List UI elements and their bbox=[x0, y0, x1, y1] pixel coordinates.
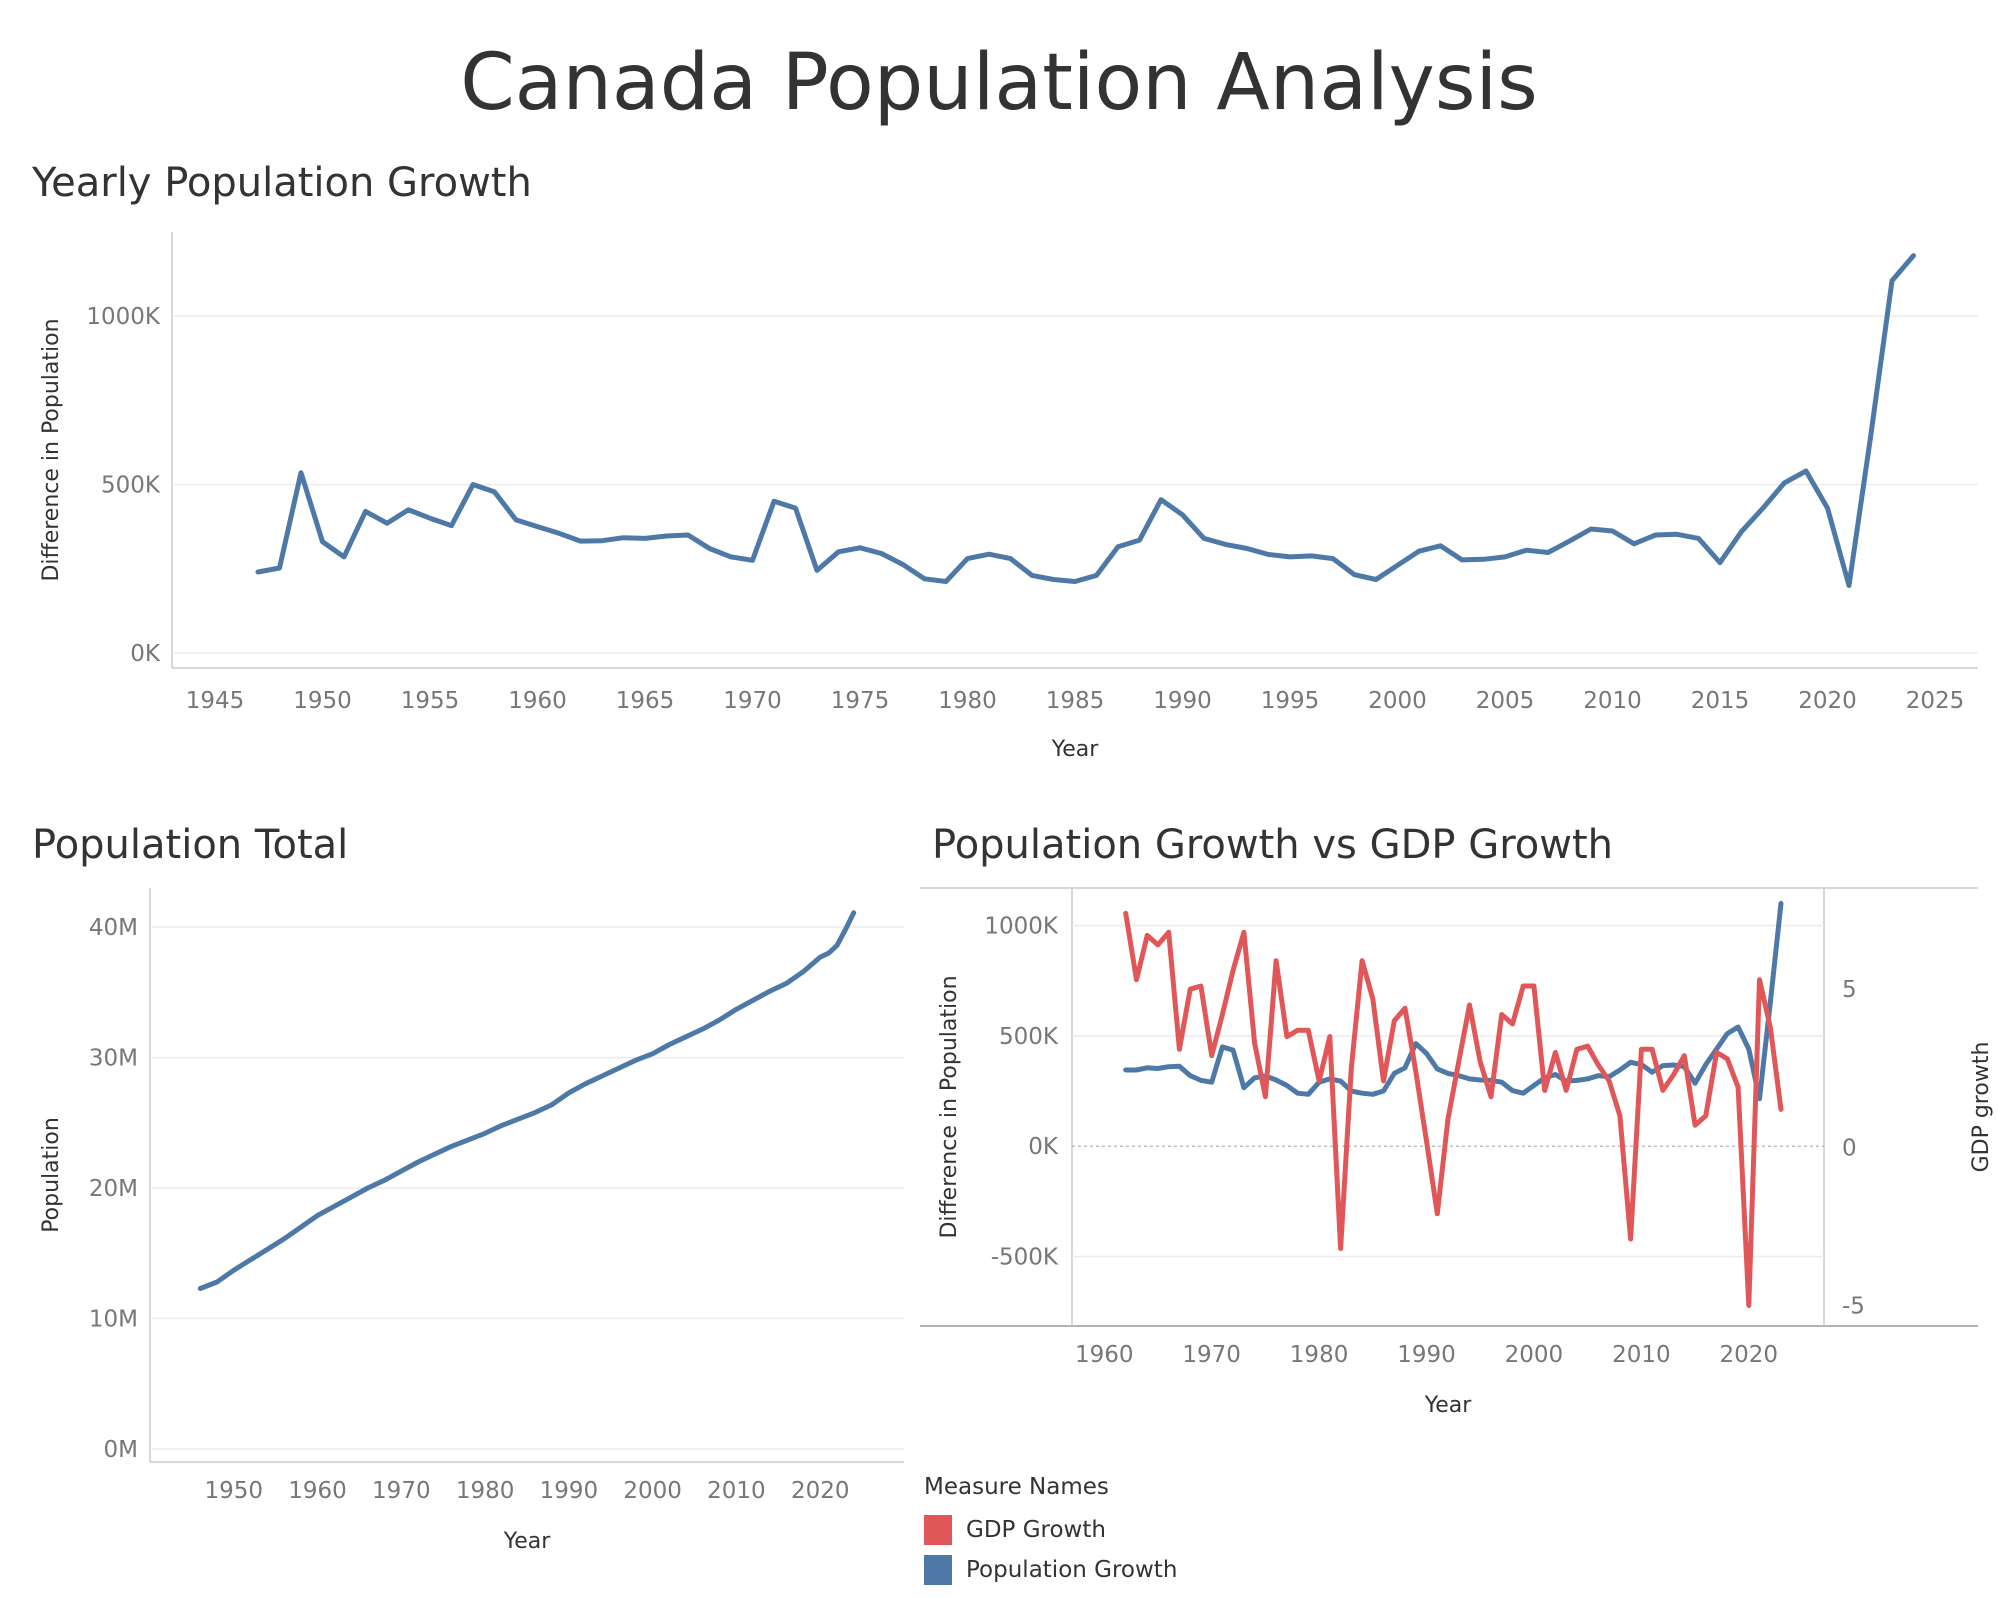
x-tick-label: 1960 bbox=[288, 1478, 347, 1504]
x-tick-label: 2025 bbox=[1906, 688, 1965, 714]
y-tick-label: 0K bbox=[1028, 1134, 1059, 1160]
x-tick-label: 2000 bbox=[623, 1478, 682, 1504]
x-tick-label: 2010 bbox=[707, 1478, 766, 1504]
x-tick-label: 2020 bbox=[1798, 688, 1857, 714]
x-tick-label: 1975 bbox=[831, 688, 890, 714]
x-tick-label: 1980 bbox=[1290, 1342, 1349, 1368]
x-tick-label: 1990 bbox=[1153, 688, 1212, 714]
x-tick-label: 2000 bbox=[1368, 688, 1427, 714]
y-tick-label: -500K bbox=[991, 1244, 1059, 1270]
legend-swatch-gdp bbox=[924, 1515, 952, 1545]
chart-title-growth-vs-gdp: Population Growth vs GDP Growth bbox=[932, 822, 1614, 868]
x-tick-label: 1950 bbox=[205, 1478, 264, 1504]
x-axis-label: Year bbox=[503, 1529, 552, 1554]
y-tick-label: 500K bbox=[101, 473, 161, 499]
x-tick-label: 1960 bbox=[508, 688, 567, 714]
legend-label-gdp: GDP Growth bbox=[966, 1517, 1106, 1543]
x-tick-label: 2010 bbox=[1612, 1342, 1671, 1368]
y-tick-label: 1000K bbox=[984, 914, 1059, 940]
y2-axis-label: GDP growth bbox=[1969, 1042, 1994, 1173]
chart-title-population-total: Population Total bbox=[32, 822, 349, 868]
population-total-line bbox=[197, 910, 857, 1291]
x-tick-label: 1960 bbox=[1075, 1342, 1134, 1368]
x-tick-label: 1970 bbox=[1182, 1342, 1241, 1368]
x-tick-label: 1945 bbox=[186, 688, 245, 714]
legend-title: Measure Names bbox=[924, 1474, 1109, 1500]
population-growth-line bbox=[1123, 900, 1784, 1102]
x-tick-label: 1950 bbox=[293, 688, 352, 714]
y-axis-label: Population bbox=[39, 1117, 64, 1233]
y-axis-label: Difference in Population bbox=[937, 975, 962, 1238]
legend: Measure Names GDP Growth Population Grow… bbox=[924, 1474, 1177, 1590]
y-tick-label: 500K bbox=[999, 1024, 1059, 1050]
x-tick-label: 1955 bbox=[401, 688, 460, 714]
x-tick-label: 2010 bbox=[1583, 688, 1642, 714]
y-tick-label: 20M bbox=[89, 1176, 138, 1202]
x-tick-label: 1990 bbox=[1397, 1342, 1456, 1368]
x-tick-label: 1995 bbox=[1261, 688, 1320, 714]
x-axis-label: Year bbox=[1424, 1393, 1473, 1418]
legend-swatch-population bbox=[924, 1555, 952, 1585]
y2-tick-label: -5 bbox=[1842, 1293, 1865, 1319]
x-tick-label: 1970 bbox=[372, 1478, 431, 1504]
x-axis-label: Year bbox=[1051, 737, 1100, 762]
y-tick-label: 30M bbox=[89, 1046, 138, 1072]
dashboard-title: Canada Population Analysis bbox=[460, 38, 1538, 128]
x-tick-label: 1970 bbox=[723, 688, 782, 714]
y-tick-label: 0M bbox=[104, 1437, 138, 1463]
legend-item-gdp-growth[interactable]: GDP Growth bbox=[924, 1510, 1177, 1550]
yearly-growth-line bbox=[255, 253, 1916, 588]
x-tick-label: 1985 bbox=[1046, 688, 1105, 714]
x-tick-label: 1980 bbox=[456, 1478, 515, 1504]
x-tick-label: 1990 bbox=[540, 1478, 599, 1504]
x-tick-label: 2005 bbox=[1476, 688, 1535, 714]
y2-tick-label: 0 bbox=[1842, 1135, 1857, 1161]
y-tick-label: 10M bbox=[89, 1307, 138, 1333]
chart-title-yearly-growth: Yearly Population Growth bbox=[32, 160, 532, 206]
y-tick-label: 0K bbox=[130, 641, 161, 667]
x-tick-label: 2015 bbox=[1691, 688, 1750, 714]
x-tick-label: 2020 bbox=[1720, 1342, 1779, 1368]
x-tick-label: 2000 bbox=[1505, 1342, 1564, 1368]
y-tick-label: 40M bbox=[89, 915, 138, 941]
x-tick-label: 2020 bbox=[791, 1478, 850, 1504]
legend-label-population: Population Growth bbox=[966, 1557, 1178, 1583]
x-tick-label: 1965 bbox=[616, 688, 675, 714]
gdp-growth-line bbox=[1123, 910, 1784, 1308]
y-tick-label: 1000K bbox=[86, 304, 161, 330]
y2-tick-label: 5 bbox=[1842, 977, 1857, 1003]
x-tick-label: 1980 bbox=[938, 688, 997, 714]
legend-item-population-growth[interactable]: Population Growth bbox=[924, 1550, 1177, 1590]
y-axis-label: Difference in Population bbox=[39, 318, 64, 581]
